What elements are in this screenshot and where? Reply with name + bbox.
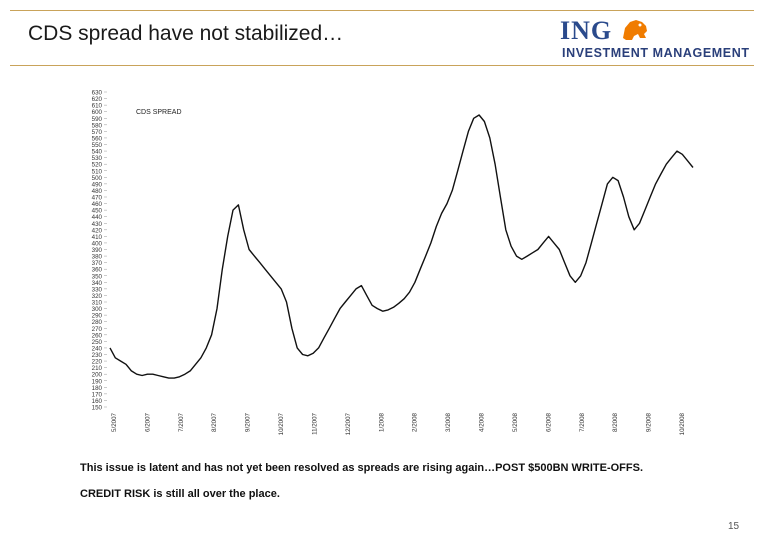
y-tick-label: 450	[92, 208, 103, 215]
logo-wordmark: ING	[560, 16, 613, 45]
y-axis: 1501601701801902002102202302402502602702…	[92, 90, 107, 412]
note-credit-risk: CREDIT RISK is still all over the place.	[80, 488, 280, 500]
y-tick-label: 330	[92, 286, 103, 293]
y-tick-label: 430	[92, 221, 103, 228]
y-tick-label: 580	[92, 122, 103, 129]
y-tick-label: 410	[92, 234, 103, 241]
y-tick-label: 440	[92, 214, 103, 221]
y-tick-label: 550	[92, 142, 103, 149]
y-tick-label: 520	[92, 162, 103, 169]
x-tick-label: 9/2007	[245, 412, 252, 431]
page-number: 15	[728, 521, 740, 532]
y-tick-label: 590	[92, 116, 103, 123]
y-tick-label: 170	[92, 391, 103, 398]
y-tick-label: 290	[92, 313, 103, 320]
x-tick-label: 10/2008	[679, 412, 686, 435]
x-tick-label: 7/2007	[178, 412, 185, 431]
y-tick-label: 380	[92, 254, 103, 261]
y-tick-label: 210	[92, 365, 103, 372]
header-rule-bottom	[10, 65, 754, 66]
y-tick-label: 240	[92, 345, 103, 352]
y-tick-label: 270	[92, 326, 103, 333]
y-tick-label: 560	[92, 135, 103, 142]
y-tick-label: 250	[92, 339, 103, 346]
y-tick-label: 500	[92, 175, 103, 182]
company-logo: ING INVESTMENT MANAGEMENT	[560, 16, 750, 62]
x-tick-label: 7/2008	[579, 412, 586, 431]
slide-title: CDS spread have not stabilized…	[28, 22, 344, 45]
x-tick-label: 6/2007	[144, 412, 151, 431]
y-tick-label: 350	[92, 273, 103, 280]
y-tick-label: 460	[92, 201, 103, 208]
y-tick-label: 180	[92, 385, 103, 392]
x-tick-label: 6/2008	[545, 412, 552, 431]
y-tick-label: 150	[92, 405, 103, 412]
y-tick-label: 300	[92, 306, 103, 313]
y-tick-label: 340	[92, 280, 103, 287]
series-line-cds-spread	[109, 114, 694, 379]
header-rule-top	[10, 10, 754, 11]
x-tick-label: 4/2008	[479, 412, 486, 431]
x-tick-label: 5/2008	[512, 412, 519, 431]
y-tick-label: 510	[92, 168, 103, 175]
x-tick-label: 12/2007	[345, 412, 352, 435]
y-tick-label: 230	[92, 352, 103, 359]
y-tick-label: 220	[92, 359, 103, 366]
y-tick-label: 470	[92, 195, 103, 202]
cds-spread-chart: CDS SPREAD 15016017018019020021022023024…	[92, 90, 694, 435]
x-tick-label: 11/2007	[311, 412, 318, 434]
y-tick-label: 200	[92, 372, 103, 379]
y-tick-label: 390	[92, 247, 103, 254]
lion-icon	[623, 20, 647, 40]
chart-title: CDS SPREAD	[136, 109, 182, 116]
logo-subtitle: INVESTMENT MANAGEMENT	[562, 46, 750, 60]
x-tick-label: 2/2008	[412, 412, 419, 431]
x-tick-label: 1/2008	[378, 412, 385, 431]
y-tick-label: 360	[92, 267, 103, 274]
y-tick-label: 320	[92, 293, 103, 300]
y-tick-label: 480	[92, 188, 103, 195]
x-axis: 5/2007 6/2007 7/2007 8/2007 9/2007 10/2007 11/…	[111, 412, 686, 435]
y-tick-label: 540	[92, 149, 103, 156]
y-tick-label: 630	[92, 90, 103, 97]
y-tick-label: 400	[92, 240, 103, 247]
y-tick-label: 190	[92, 378, 103, 385]
x-tick-label: 10/2007	[278, 412, 285, 435]
y-tick-label: 280	[92, 319, 103, 326]
y-tick-label: 370	[92, 260, 103, 267]
y-tick-label: 570	[92, 129, 103, 136]
y-tick-label: 260	[92, 332, 103, 339]
y-tick-label: 620	[92, 96, 103, 103]
x-tick-label: 8/2008	[612, 412, 619, 431]
y-tick-label: 310	[92, 300, 103, 307]
y-tick-label: 600	[92, 109, 103, 116]
x-tick-label: 5/2007	[111, 412, 118, 431]
x-tick-label: 3/2008	[445, 412, 452, 431]
x-tick-label: 8/2007	[211, 412, 218, 431]
y-tick-label: 610	[92, 103, 103, 110]
y-tick-label: 160	[92, 398, 103, 405]
x-tick-label: 9/2008	[646, 412, 653, 431]
y-tick-label: 420	[92, 227, 103, 234]
y-tick-label: 530	[92, 155, 103, 162]
y-tick-label: 490	[92, 181, 103, 188]
note-latent-risk: This issue is latent and has not yet bee…	[80, 462, 643, 474]
